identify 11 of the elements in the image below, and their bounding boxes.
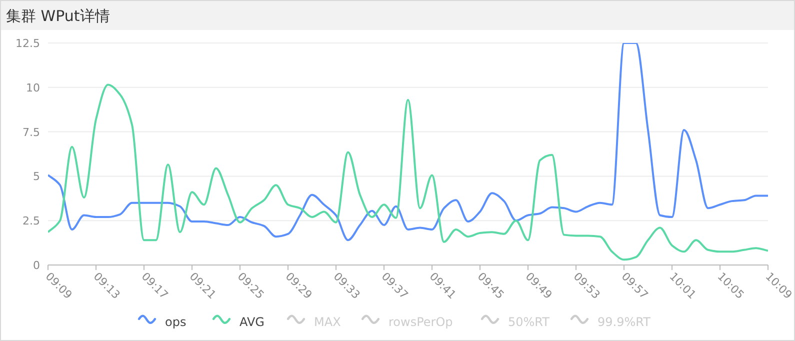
y-tick-label: 5 bbox=[33, 170, 40, 184]
line-series bbox=[48, 84, 768, 261]
chart-title: 集群 WPut详情 bbox=[6, 7, 110, 25]
y-tick-label: 7.5 bbox=[22, 126, 40, 139]
y-tick-label: 12.5 bbox=[16, 37, 40, 50]
y-tick-label: 2.5 bbox=[22, 214, 40, 228]
legend-label: AVG bbox=[240, 315, 264, 329]
line-series bbox=[48, 43, 768, 242]
y-tick-label: 0 bbox=[33, 259, 40, 272]
legend-label: ops bbox=[165, 315, 186, 329]
y-tick-label: 10 bbox=[26, 81, 40, 94]
